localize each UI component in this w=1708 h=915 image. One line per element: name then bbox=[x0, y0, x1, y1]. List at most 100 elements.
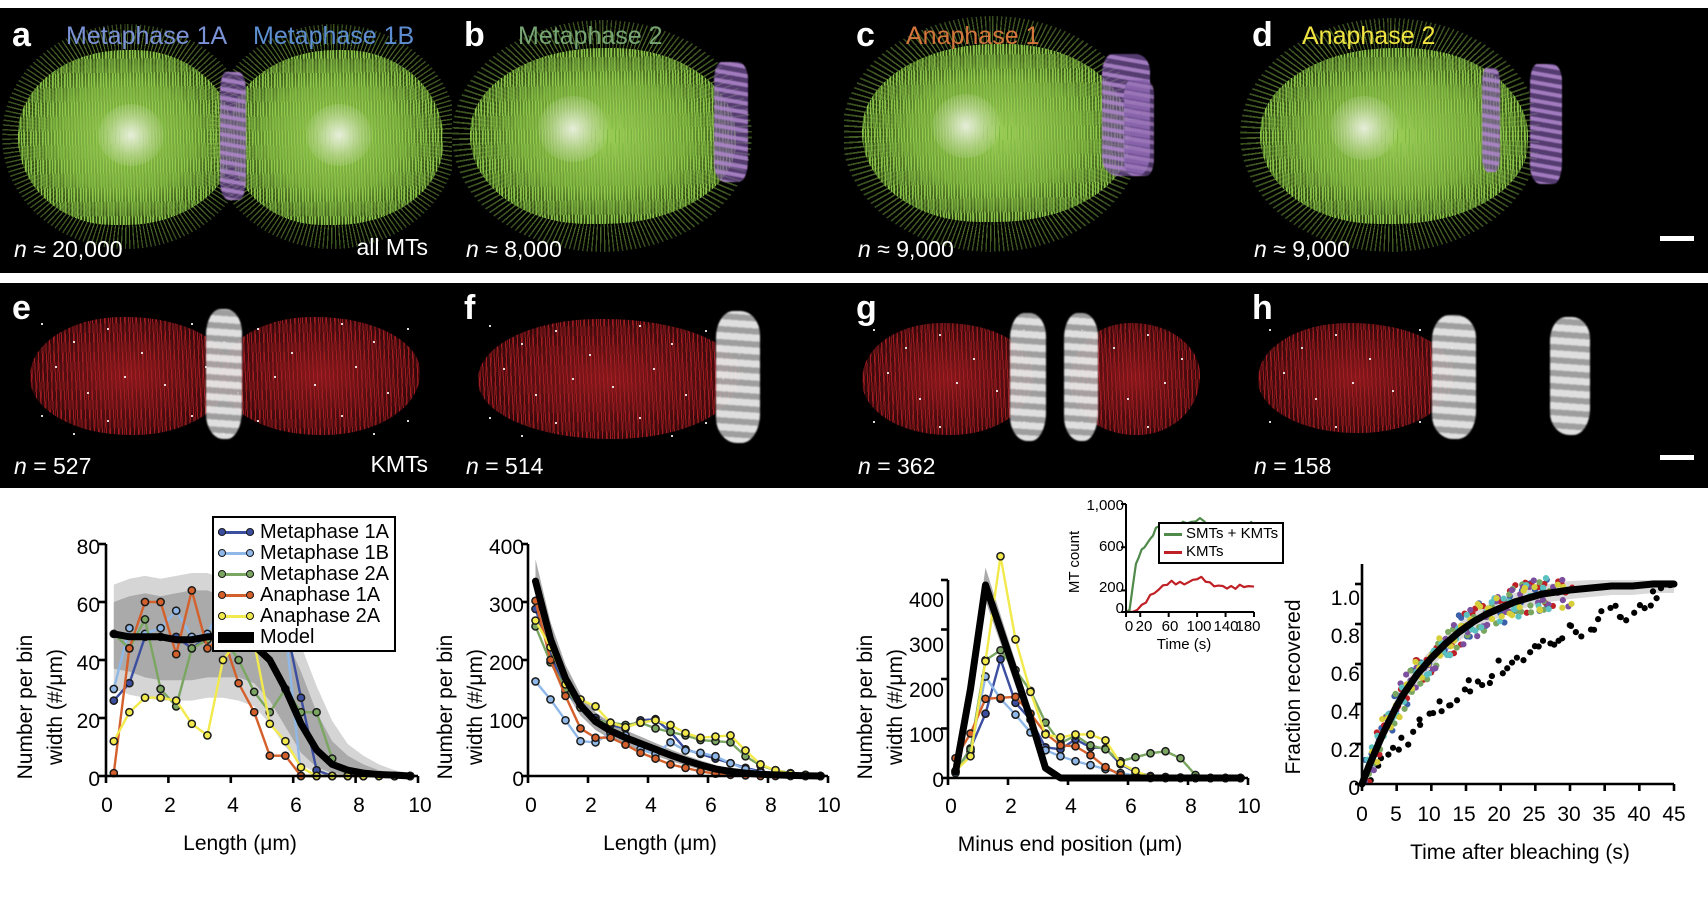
legend-item-label: Metaphase 1A bbox=[260, 520, 389, 543]
x-tick-0-chart4: 0 bbox=[1356, 803, 1368, 826]
legend-item-label: Anaphase 2A bbox=[260, 604, 381, 627]
tomogram-row-kmts: e n = 527 KMTs f n = 514 g bbox=[0, 283, 1708, 488]
panel-h: h n = 158 bbox=[1240, 283, 1708, 488]
n-label-a: n ≈ 20,000 bbox=[14, 236, 123, 262]
y-tick-40-chart1: 40 bbox=[76, 652, 100, 675]
legend-item-label: Model bbox=[260, 625, 315, 648]
y-tick-400-chart3: 400 bbox=[908, 589, 944, 612]
n-label-f: n = 514 bbox=[466, 453, 544, 479]
panel-a: a Metaphase 1A Metaphase 1B n ≈ 20,000 a… bbox=[0, 8, 452, 273]
chart-all-mts-length: Number per bin width (#/μm) 80 60 40 20 … bbox=[0, 492, 440, 915]
x-tick-35-chart4: 35 bbox=[1592, 803, 1616, 826]
plot-area-chart4 bbox=[1355, 564, 1678, 791]
y-tick-0.8-chart4: 0.8 bbox=[1330, 625, 1360, 648]
legend-item-label: SMTs + KMTs bbox=[1186, 525, 1279, 542]
x-tick-6-chart1: 6 bbox=[290, 794, 302, 817]
legend-swatch-icon bbox=[1164, 547, 1182, 557]
chart-kmts-length: Number per bin width (#/μm) 400 300 200 … bbox=[420, 492, 841, 915]
inset-y-tick-200: 200 bbox=[1098, 579, 1124, 596]
panel-title-a-2: Metaphase 1B bbox=[253, 22, 415, 50]
x-tick-8-chart3: 8 bbox=[1185, 795, 1197, 818]
legend-item: SMTs + KMTs bbox=[1164, 525, 1278, 543]
n-label-e: n = 527 bbox=[14, 453, 92, 479]
x-axis-title-chart1: Length (μm) bbox=[183, 832, 297, 855]
tomogram-row-all-mts: a Metaphase 1A Metaphase 1B n ≈ 20,000 a… bbox=[0, 8, 1708, 273]
spindle-rendering-c bbox=[844, 16, 1232, 252]
n-label-b: n ≈ 8,000 bbox=[466, 236, 562, 262]
y-tick-100-chart2: 100 bbox=[488, 710, 524, 733]
legend-item-label: KMTs bbox=[1186, 543, 1224, 560]
x-tick-4-chart1: 4 bbox=[227, 794, 239, 817]
x-axis-title-chart2: Length (μm) bbox=[603, 832, 717, 855]
x-tick-10-chart1: 10 bbox=[408, 794, 432, 817]
x-tick-2-chart1: 2 bbox=[164, 794, 176, 817]
spindle-rendering-a bbox=[2, 24, 452, 249]
x-tick-8-chart2: 8 bbox=[765, 794, 777, 817]
x-tick-0-chart3: 0 bbox=[945, 795, 957, 818]
plot-area-chart3 bbox=[941, 551, 1250, 785]
y-tick-100-chart3: 100 bbox=[908, 724, 944, 747]
x-tick-0-chart1: 0 bbox=[101, 794, 113, 817]
corner-label-kmts: KMTs bbox=[370, 451, 429, 477]
chart-minus-end-position: Number per bin width (#/μm) 400 300 200 … bbox=[840, 492, 1285, 915]
panel-title-c: Anaphase 1 bbox=[906, 22, 1040, 50]
panel-letter-h: h bbox=[1252, 289, 1273, 327]
x-tick-25-chart4: 25 bbox=[1522, 803, 1546, 826]
panel-letter-d: d bbox=[1252, 16, 1273, 54]
x-tick-10-chart4: 10 bbox=[1417, 803, 1441, 826]
plot-area-chart2 bbox=[521, 542, 830, 783]
x-tick-6-chart3: 6 bbox=[1125, 795, 1137, 818]
legend-swatch-icon bbox=[218, 609, 254, 623]
legend-item: Metaphase 1A bbox=[218, 521, 389, 542]
y-tick-0-chart1: 0 bbox=[88, 768, 100, 791]
x-tick-10-chart3: 10 bbox=[1237, 795, 1261, 818]
inset-y-tick-1000: 1,000 bbox=[1086, 497, 1124, 514]
y-tick-0.4-chart4: 0.4 bbox=[1330, 701, 1360, 724]
legend-item: Metaphase 2A bbox=[218, 563, 389, 584]
legend-item: Anaphase 2A bbox=[218, 605, 389, 626]
x-tick-4-chart3: 4 bbox=[1065, 795, 1077, 818]
inset-x-tick-140: 140 bbox=[1213, 618, 1239, 635]
x-tick-5-chart4: 5 bbox=[1390, 803, 1402, 826]
legend-item: Anaphase 1A bbox=[218, 584, 389, 605]
inset-mt-count: MT count 1,000 600 200 0 0 20 60 100 140… bbox=[1066, 497, 1285, 653]
panel-letter-a: a bbox=[12, 16, 31, 54]
legend-swatch-icon bbox=[218, 525, 254, 539]
y-tick-0.6-chart4: 0.6 bbox=[1330, 663, 1360, 686]
x-tick-30-chart4: 30 bbox=[1557, 803, 1581, 826]
panel-f: f n = 514 bbox=[452, 283, 844, 488]
inset-x-axis-title: Time (s) bbox=[1156, 636, 1212, 653]
x-tick-15-chart4: 15 bbox=[1452, 803, 1476, 826]
legend-item: Model bbox=[218, 626, 389, 647]
panel-title-d: Anaphase 2 bbox=[1302, 22, 1436, 50]
panel-c: c Anaphase 1 n ≈ 9,000 bbox=[844, 8, 1240, 273]
kmt-rendering-f bbox=[472, 309, 824, 455]
legend-item-label: Metaphase 1B bbox=[260, 541, 389, 564]
panel-g: g n = 362 bbox=[844, 283, 1240, 488]
x-tick-8-chart1: 8 bbox=[353, 794, 365, 817]
inset-y-tick-600: 600 bbox=[1098, 538, 1124, 555]
inset-x-tick-180: 180 bbox=[1235, 618, 1261, 635]
kmt-rendering-e bbox=[20, 305, 440, 455]
y-tick-300-chart3: 300 bbox=[908, 634, 944, 657]
legend-swatch-icon bbox=[218, 588, 254, 602]
x-tick-10-chart2: 10 bbox=[817, 794, 841, 817]
panel-letter-b: b bbox=[464, 16, 485, 54]
x-tick-40-chart4: 40 bbox=[1627, 803, 1651, 826]
y-tick-200-chart3: 200 bbox=[908, 679, 944, 702]
legend-item: KMTs bbox=[1164, 543, 1278, 561]
y-tick-0-chart2: 0 bbox=[512, 768, 524, 791]
y-tick-300-chart2: 300 bbox=[488, 594, 524, 617]
x-axis-title-chart4: Time after bleaching (s) bbox=[1410, 841, 1630, 864]
n-label-d: n ≈ 9,000 bbox=[1254, 236, 1350, 262]
y-tick-0-chart4: 0 bbox=[1348, 777, 1360, 800]
y-tick-80-chart1: 80 bbox=[76, 536, 100, 559]
panel-letter-g: g bbox=[856, 289, 877, 327]
legend-swatch-icon bbox=[218, 630, 254, 644]
scale-bar-bottom bbox=[1660, 455, 1694, 460]
scale-bar-top bbox=[1660, 236, 1694, 241]
x-tick-0-chart2: 0 bbox=[525, 794, 537, 817]
spindle-rendering-d bbox=[1240, 18, 1654, 252]
panel-title-b: Metaphase 2 bbox=[518, 22, 663, 50]
